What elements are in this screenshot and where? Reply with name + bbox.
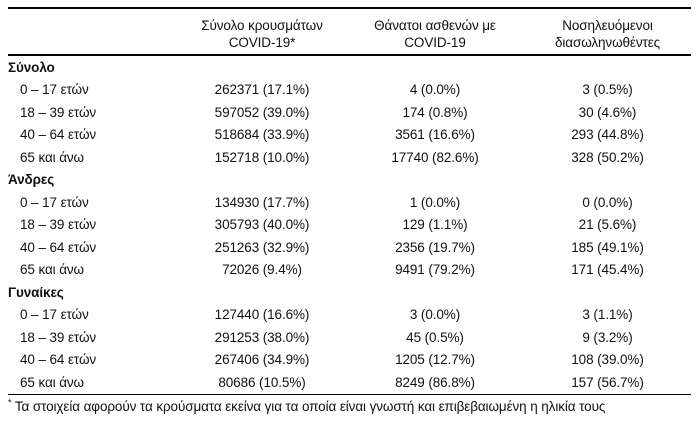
section-header-men: Άνδρες (8, 169, 691, 192)
cases-cell: 518684 (33.9%) (214, 127, 310, 143)
table-row: 65 και άνω 152718 (10.0%) 17740 (82.6%) … (8, 146, 691, 169)
header-divider-rule (8, 54, 691, 56)
age-group-label: 0 – 17 ετών (20, 82, 89, 98)
section-label: Γυναίκες (8, 284, 64, 300)
footnote-text: Τα στοιχεία αφορούν τα κρούσματα εκείνα … (14, 399, 606, 414)
column-header-row: Σύνολο κρουσμάτων COVID-19* Θάνατοι ασθε… (8, 9, 691, 54)
intubated-cell: 108 (39.0%) (571, 352, 644, 368)
report-page: Σύνολο κρουσμάτων COVID-19* Θάνατοι ασθε… (0, 7, 699, 440)
section-header-total: Σύνολο (8, 56, 691, 79)
deaths-cell: 3 (0.0%) (409, 307, 461, 323)
intubated-cell: 30 (4.6%) (578, 104, 637, 120)
column-header-intubated-line1: Νοσηλευόμενοι (562, 18, 653, 33)
deaths-cell: 4 (0.0%) (409, 82, 461, 98)
column-header-deaths: Θάνατοι ασθενών με COVID-19 (346, 17, 524, 51)
column-header-deaths-line1: Θάνατοι ασθενών με (374, 18, 496, 33)
intubated-cell: 3 (0.5%) (582, 82, 633, 98)
cases-cell: 291253 (38.0%) (214, 329, 310, 345)
table-row: 0 – 17 ετών 134930 (17.7%) 1 (0.0%) 0 (0… (8, 191, 691, 214)
intubated-cell: 328 (50.2%) (571, 149, 644, 165)
column-header-deaths-line2: COVID-19 (404, 35, 466, 50)
cases-cell: 597052 (39.0%) (214, 104, 310, 120)
intubated-cell: 185 (49.1%) (571, 239, 644, 255)
intubated-cell: 171 (45.4%) (571, 262, 644, 278)
age-group-label: 0 – 17 ετών (20, 194, 89, 210)
section-label: Σύνολο (8, 59, 55, 75)
age-group-label: 40 – 64 ετών (20, 352, 97, 368)
section-header-women: Γυναίκες (8, 281, 691, 304)
footnote: * Τα στοιχεία αφορούν τα κρούσματα εκείν… (8, 395, 691, 414)
footnote-marker: * (8, 397, 12, 408)
table-row: 18 – 39 ετών 305793 (40.0%) 129 (1.1%) 2… (8, 214, 691, 237)
intubated-cell: 9 (3.2%) (582, 329, 633, 345)
age-group-label: 40 – 64 ετών (20, 239, 97, 255)
age-group-label: 18 – 39 ετών (20, 217, 97, 233)
age-group-label: 65 και άνω (20, 374, 85, 390)
deaths-cell: 1205 (12.7%) (395, 352, 475, 368)
deaths-cell: 2356 (19.7%) (395, 239, 475, 255)
cases-cell: 127440 (16.6%) (214, 307, 310, 323)
table-row: 18 – 39 ετών 291253 (38.0%) 45 (0.5%) 9 … (8, 326, 691, 349)
cases-cell: 262371 (17.1%) (214, 82, 310, 98)
column-header-cases: Σύνολο κρουσμάτων COVID-19* (178, 17, 346, 51)
footnote-divider-rule (8, 393, 691, 395)
age-group-label: 0 – 17 ετών (20, 307, 89, 323)
table-row: 0 – 17 ετών 127440 (16.6%) 3 (0.0%) 3 (1… (8, 304, 691, 327)
age-group-label: 65 και άνω (20, 262, 85, 278)
age-group-label: 40 – 64 ετών (20, 127, 97, 143)
table-row: 0 – 17 ετών 262371 (17.1%) 4 (0.0%) 3 (0… (8, 79, 691, 102)
deaths-cell: 129 (1.1%) (402, 217, 468, 233)
section-label: Άνδρες (8, 172, 55, 188)
table-row: 18 – 39 ετών 597052 (39.0%) 174 (0.8%) 3… (8, 101, 691, 124)
table-row: 40 – 64 ετών 518684 (33.9%) 3561 (16.6%)… (8, 124, 691, 147)
deaths-cell: 8249 (86.8%) (395, 374, 475, 390)
cases-cell: 80686 (10.5%) (218, 374, 306, 390)
cases-cell: 267406 (34.9%) (214, 352, 310, 368)
cases-cell: 134930 (17.7%) (214, 194, 310, 210)
column-header-intubated: Νοσηλευόμενοι διασωληνωθέντες (524, 17, 691, 51)
column-header-intubated-line2: διασωληνωθέντες (554, 35, 661, 50)
intubated-cell: 157 (56.7%) (571, 374, 644, 390)
table-row: 65 και άνω 80686 (10.5%) 8249 (86.8%) 15… (8, 371, 691, 394)
deaths-cell: 9491 (79.2%) (395, 262, 475, 278)
table-top-rule (8, 7, 691, 9)
cases-cell: 305793 (40.0%) (214, 217, 310, 233)
deaths-cell: 45 (0.5%) (406, 329, 464, 345)
deaths-cell: 174 (0.8%) (402, 104, 468, 120)
table-row: 65 και άνω 72026 (9.4%) 9491 (79.2%) 171… (8, 259, 691, 282)
covid-age-statistics-table: Σύνολο κρουσμάτων COVID-19* Θάνατοι ασθε… (8, 7, 691, 414)
table-row: 40 – 64 ετών 267406 (34.9%) 1205 (12.7%)… (8, 349, 691, 372)
deaths-cell: 3561 (16.6%) (395, 127, 475, 143)
age-group-label: 18 – 39 ετών (20, 104, 97, 120)
intubated-cell: 293 (44.8%) (571, 127, 644, 143)
column-header-cases-line1: Σύνολο κρουσμάτων (201, 18, 323, 33)
cases-cell: 72026 (9.4%) (222, 262, 302, 278)
table-row: 40 – 64 ετών 251263 (32.9%) 2356 (19.7%)… (8, 236, 691, 259)
cases-cell: 251263 (32.9%) (214, 239, 310, 255)
cases-cell: 152718 (10.0%) (214, 149, 310, 165)
age-group-label: 65 και άνω (20, 149, 85, 165)
intubated-cell: 21 (5.6%) (578, 217, 637, 233)
intubated-cell: 0 (0.0%) (582, 194, 633, 210)
deaths-cell: 1 (0.0%) (409, 194, 461, 210)
age-group-label: 18 – 39 ετών (20, 329, 97, 345)
intubated-cell: 3 (1.1%) (582, 307, 633, 323)
column-header-cases-line2: COVID-19* (228, 35, 296, 50)
deaths-cell: 17740 (82.6%) (391, 149, 479, 165)
